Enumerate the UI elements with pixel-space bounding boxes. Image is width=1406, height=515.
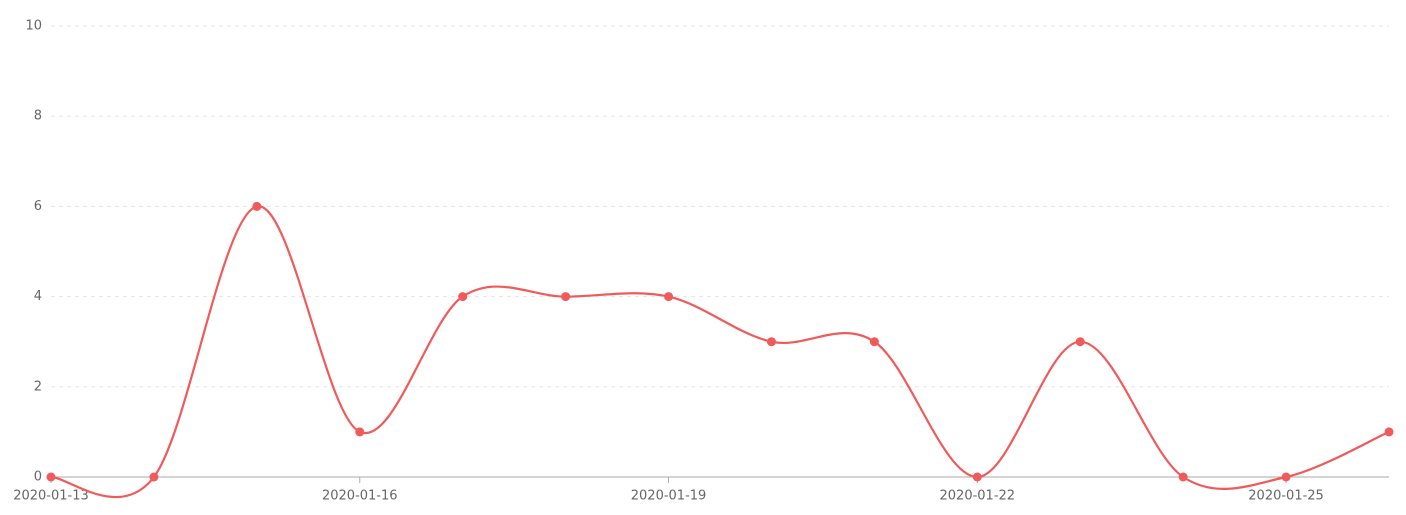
point [252,201,262,211]
point [664,292,674,302]
point [1281,472,1291,482]
x-tick-label: 2020-01-25 [1248,489,1324,504]
y-tick-label: 8 [34,109,42,124]
y-tick-label: 2 [34,379,42,394]
x-tick-label: 2020-01-19 [631,489,707,504]
x-tick-label: 2020-01-22 [940,489,1016,504]
y-tick-label: 4 [34,289,42,304]
line [50,205,1390,499]
point [869,337,879,347]
x-tick-label: 2020-01-16 [322,489,398,504]
point [355,427,365,437]
point [561,292,571,302]
x-tick-label: 2020-01-13 [13,489,89,504]
point [458,292,468,302]
point [1178,472,1188,482]
y-tick-label: 10 [25,19,42,34]
point [149,472,159,482]
y-tick-label: 0 [34,470,42,485]
point [766,337,776,347]
point [46,472,56,482]
point [1384,427,1394,437]
point [972,472,982,482]
y-tick-label: 6 [34,199,42,214]
point [1075,337,1085,347]
